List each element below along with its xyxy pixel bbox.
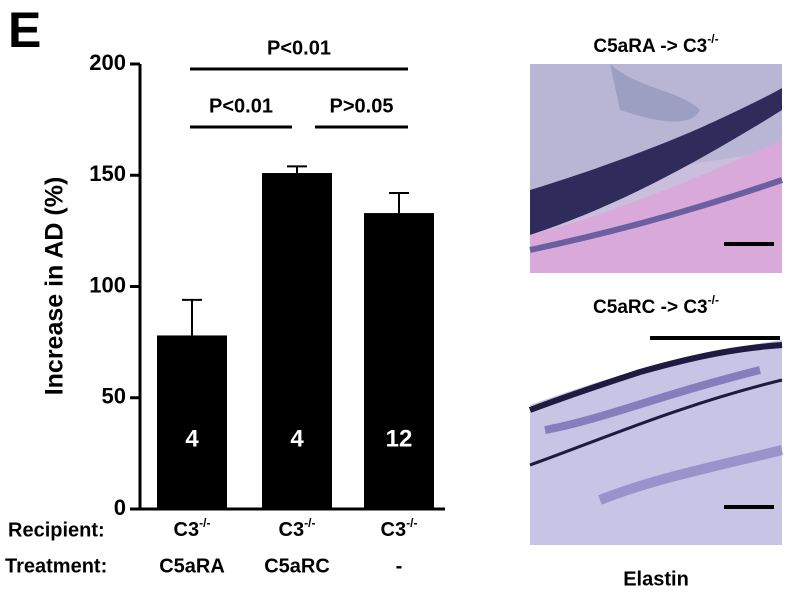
recipient-label: C3-/- <box>174 516 211 541</box>
y-tick-label: 200 <box>89 50 126 75</box>
recipient-label: C3-/- <box>381 516 418 541</box>
image-title-text: C5aRA -> C3 <box>593 36 707 57</box>
x-tick-label: C5aRC <box>264 555 330 577</box>
y-tick-label: 150 <box>89 161 126 186</box>
error-bar <box>389 192 409 214</box>
y-tick-label: 100 <box>89 272 126 297</box>
image-title-text: C5aRC -> C3 <box>593 297 708 318</box>
recipient-sup: -/- <box>304 516 315 530</box>
recipient-sup: -/- <box>199 516 210 530</box>
n-label: 4 <box>185 425 199 452</box>
row-label: Recipient: <box>8 519 105 541</box>
image-title: C5aRC -> C3-/- <box>593 293 719 318</box>
error-bar <box>182 298 202 336</box>
x-tick-label: C5aRA <box>159 555 225 577</box>
recipient-base: C3 <box>381 519 407 541</box>
recipient-base: C3 <box>174 519 200 541</box>
panel-label: E <box>8 2 41 58</box>
image-title: C5aRA -> C3-/- <box>593 32 718 57</box>
bar <box>157 335 227 509</box>
significance-label: P>0.05 <box>330 95 394 117</box>
bar <box>364 213 434 509</box>
recipient-label: C3-/- <box>279 516 316 541</box>
recipient-base: C3 <box>279 519 305 541</box>
image-title-sup: -/- <box>707 32 718 46</box>
histology-image <box>529 64 783 273</box>
bar <box>262 173 332 509</box>
n-label: 4 <box>290 425 304 452</box>
significance-label: P<0.01 <box>267 37 331 59</box>
y-axis-title: Increase in AD (%) <box>41 177 69 396</box>
image-caption: Elastin <box>623 568 689 590</box>
error-bar <box>287 165 307 174</box>
n-label: 12 <box>386 425 413 452</box>
row-label: Treatment: <box>5 555 107 577</box>
y-tick-label: 50 <box>102 384 126 409</box>
image-title-sup: -/- <box>708 293 719 307</box>
significance-label: P<0.01 <box>209 95 273 117</box>
histology-image <box>528 335 784 545</box>
x-tick-label: - <box>396 555 403 577</box>
y-tick-label: 0 <box>114 495 126 520</box>
recipient-sup: -/- <box>406 516 417 530</box>
